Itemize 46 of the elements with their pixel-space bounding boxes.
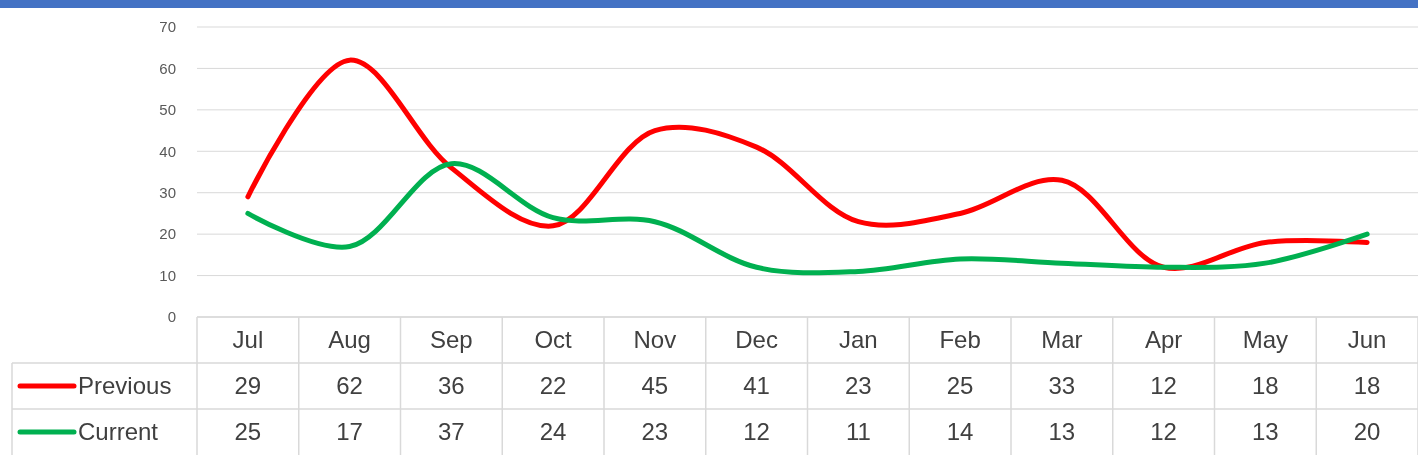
data-label: 37 bbox=[438, 418, 465, 446]
data-label: 33 bbox=[1048, 372, 1076, 400]
y-tick-label: 50 bbox=[159, 101, 176, 119]
y-tick-label: 40 bbox=[159, 142, 176, 160]
data-label: 13 bbox=[1252, 418, 1279, 446]
data-label: 12 bbox=[1150, 372, 1177, 400]
data-label: 62 bbox=[336, 372, 363, 400]
data-label: 41 bbox=[743, 372, 770, 400]
x-tick-label: Jan bbox=[839, 326, 878, 354]
data-label: 29 bbox=[234, 372, 262, 400]
data-label: 24 bbox=[539, 418, 567, 446]
data-label: 25 bbox=[946, 372, 974, 400]
data-label: 12 bbox=[1150, 418, 1177, 446]
x-tick-label: Mar bbox=[1041, 326, 1083, 354]
x-tick-label: Aug bbox=[328, 326, 371, 354]
y-tick-label: 0 bbox=[167, 308, 176, 326]
x-tick-label: Sep bbox=[430, 326, 473, 354]
x-tick-label: May bbox=[1242, 326, 1289, 354]
data-label: 36 bbox=[438, 372, 465, 400]
data-label: 18 bbox=[1353, 372, 1381, 400]
data-label: 11 bbox=[845, 418, 871, 446]
x-tick-label: Feb bbox=[939, 326, 981, 354]
x-tick-label: Jun bbox=[1347, 326, 1387, 354]
x-tick-label: Jul bbox=[232, 326, 264, 354]
x-tick-label: Nov bbox=[633, 326, 677, 354]
y-tick-label: 10 bbox=[159, 266, 176, 284]
data-label: 13 bbox=[1048, 418, 1076, 446]
data-label: 12 bbox=[743, 418, 770, 446]
y-tick-label: 60 bbox=[159, 59, 176, 77]
data-label: 22 bbox=[539, 372, 567, 400]
x-tick-label: Dec bbox=[735, 326, 778, 354]
data-label: 25 bbox=[234, 418, 262, 446]
x-tick-label: Oct bbox=[534, 326, 573, 354]
data-label: 23 bbox=[641, 418, 669, 446]
data-label: 23 bbox=[845, 372, 872, 400]
y-tick-label: 20 bbox=[159, 225, 176, 243]
y-tick-label: 30 bbox=[159, 183, 176, 201]
legend-label: Current bbox=[78, 418, 159, 446]
legend-label: Previous bbox=[78, 372, 172, 400]
data-label: 14 bbox=[946, 418, 974, 446]
data-label: 45 bbox=[641, 372, 669, 400]
data-label: 20 bbox=[1353, 418, 1381, 446]
data-label: 18 bbox=[1252, 372, 1279, 400]
y-tick-label: 70 bbox=[159, 18, 176, 36]
x-tick-label: Apr bbox=[1144, 326, 1183, 354]
data-label: 17 bbox=[336, 418, 363, 446]
